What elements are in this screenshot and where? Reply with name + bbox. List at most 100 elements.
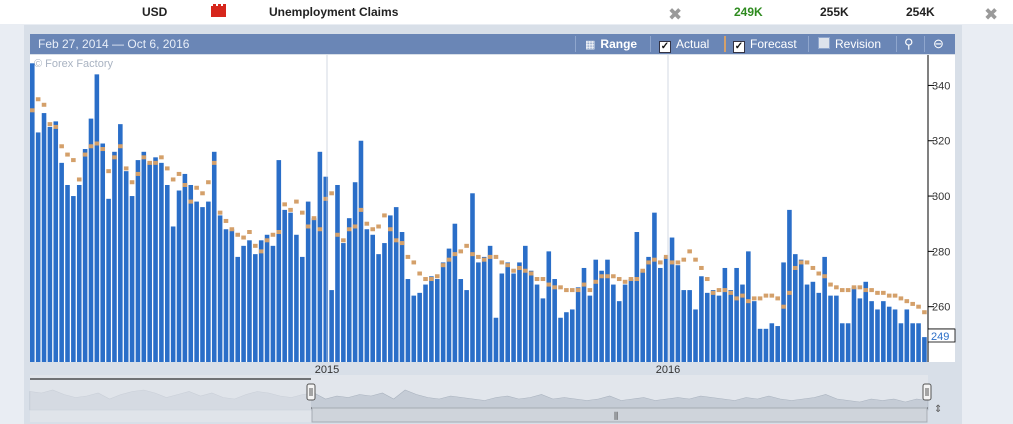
- forecast-marker[interactable]: [270, 232, 276, 237]
- forecast-marker[interactable]: [763, 293, 769, 298]
- forecast-marker[interactable]: [552, 285, 557, 290]
- forecast-marker[interactable]: [734, 296, 739, 301]
- forecast-marker[interactable]: [581, 282, 587, 287]
- actual-bar[interactable]: [869, 301, 874, 362]
- actual-bar[interactable]: [417, 292, 422, 362]
- actual-bar[interactable]: [206, 201, 211, 362]
- forecast-marker[interactable]: [358, 207, 364, 212]
- actual-bar[interactable]: [159, 162, 164, 362]
- forecast-marker[interactable]: [71, 158, 76, 163]
- actual-bar[interactable]: [722, 267, 728, 362]
- actual-bar[interactable]: [910, 323, 915, 362]
- forecast-marker[interactable]: [211, 160, 217, 165]
- forecast-checkbox[interactable]: ✓: [733, 41, 745, 53]
- forecast-marker[interactable]: [346, 227, 352, 232]
- forecast-marker[interactable]: [616, 277, 622, 282]
- forecast-marker[interactable]: [200, 191, 205, 196]
- forecast-marker[interactable]: [869, 288, 874, 293]
- forecast-marker[interactable]: [875, 290, 880, 295]
- forecast-marker[interactable]: [223, 218, 229, 223]
- forecast-marker[interactable]: [235, 232, 240, 237]
- actual-bar[interactable]: [558, 317, 563, 362]
- forecast-marker[interactable]: [59, 144, 64, 149]
- forecast-marker[interactable]: [740, 293, 745, 298]
- actual-bar[interactable]: [916, 323, 921, 362]
- forecast-marker[interactable]: [728, 290, 734, 295]
- scrollbar-thumb[interactable]: [311, 407, 928, 423]
- forecast-marker[interactable]: [857, 285, 863, 290]
- forecast-marker[interactable]: [599, 274, 604, 279]
- actual-bar[interactable]: [481, 256, 487, 362]
- actual-bar[interactable]: [382, 243, 387, 362]
- forecast-marker[interactable]: [699, 265, 704, 270]
- forecast-marker[interactable]: [839, 288, 845, 293]
- actual-bar[interactable]: [892, 309, 898, 362]
- actual-bar[interactable]: [787, 209, 792, 362]
- forecast-marker[interactable]: [487, 254, 493, 259]
- forecast-marker[interactable]: [587, 288, 593, 293]
- zoom-out-icon[interactable]: ⊖: [933, 36, 944, 51]
- actual-bar[interactable]: [851, 287, 857, 362]
- actual-bar[interactable]: [699, 276, 704, 362]
- forecast-marker[interactable]: [82, 152, 88, 157]
- forecast-marker[interactable]: [499, 260, 505, 265]
- forecast-marker[interactable]: [881, 290, 886, 295]
- actual-bar[interactable]: [634, 232, 640, 362]
- forecast-marker[interactable]: [681, 257, 687, 262]
- forecast-marker[interactable]: [481, 257, 487, 262]
- forecast-marker[interactable]: [511, 268, 516, 273]
- forecast-marker[interactable]: [153, 160, 158, 165]
- actual-bar[interactable]: [282, 209, 287, 362]
- forecast-marker[interactable]: [112, 155, 117, 160]
- forecast-marker[interactable]: [787, 290, 792, 295]
- forecast-marker[interactable]: [863, 288, 869, 293]
- forecast-marker[interactable]: [540, 277, 546, 282]
- actual-bar[interactable]: [335, 184, 340, 362]
- forecast-marker[interactable]: [458, 249, 464, 254]
- forecast-marker[interactable]: [182, 182, 188, 187]
- actual-bar[interactable]: [687, 290, 692, 362]
- actual-bar[interactable]: [211, 151, 217, 362]
- forecast-marker[interactable]: [299, 210, 305, 215]
- actual-bar[interactable]: [681, 290, 687, 362]
- forecast-marker[interactable]: [141, 155, 147, 160]
- forecast-marker[interactable]: [88, 144, 94, 149]
- actual-bar[interactable]: [352, 182, 358, 362]
- actual-bar[interactable]: [299, 256, 305, 362]
- forecast-marker[interactable]: [188, 199, 194, 204]
- forecast-marker[interactable]: [305, 224, 311, 229]
- actual-bar[interactable]: [658, 267, 663, 362]
- actual-bar[interactable]: [564, 312, 569, 362]
- actual-toggle[interactable]: ✓ Actual: [659, 34, 709, 54]
- navigator-left-handle[interactable]: [306, 383, 316, 401]
- forecast-marker[interactable]: [194, 185, 199, 190]
- forecast-marker[interactable]: [646, 260, 651, 265]
- forecast-marker[interactable]: [546, 282, 552, 287]
- actual-bar[interactable]: [346, 218, 352, 362]
- actual-bar[interactable]: [505, 262, 510, 362]
- forecast-marker[interactable]: [176, 171, 182, 176]
- actual-bar[interactable]: [470, 193, 475, 362]
- actual-bar[interactable]: [886, 306, 892, 362]
- scroll-arrows-icon[interactable]: ⇕: [934, 404, 942, 415]
- actual-bar[interactable]: [276, 160, 282, 362]
- forecast-marker[interactable]: [264, 238, 270, 243]
- actual-bar[interactable]: [446, 248, 452, 362]
- actual-bar[interactable]: [434, 279, 440, 362]
- forecast-marker[interactable]: [710, 290, 716, 295]
- forecast-marker[interactable]: [311, 216, 317, 221]
- forecast-marker[interactable]: [910, 301, 915, 306]
- forecast-marker[interactable]: [534, 277, 540, 282]
- actual-bar[interactable]: [499, 273, 505, 363]
- actual-bar[interactable]: [646, 256, 651, 362]
- actual-bar[interactable]: [528, 270, 534, 362]
- actual-bar[interactable]: [65, 184, 70, 362]
- actual-bar[interactable]: [611, 284, 616, 362]
- forecast-marker[interactable]: [53, 124, 59, 129]
- actual-bar[interactable]: [452, 223, 458, 362]
- actual-bar[interactable]: [605, 259, 610, 362]
- actual-bar[interactable]: [575, 287, 581, 362]
- forecast-marker[interactable]: [892, 293, 898, 298]
- forecast-marker[interactable]: [41, 102, 47, 107]
- forecast-marker[interactable]: [393, 238, 399, 243]
